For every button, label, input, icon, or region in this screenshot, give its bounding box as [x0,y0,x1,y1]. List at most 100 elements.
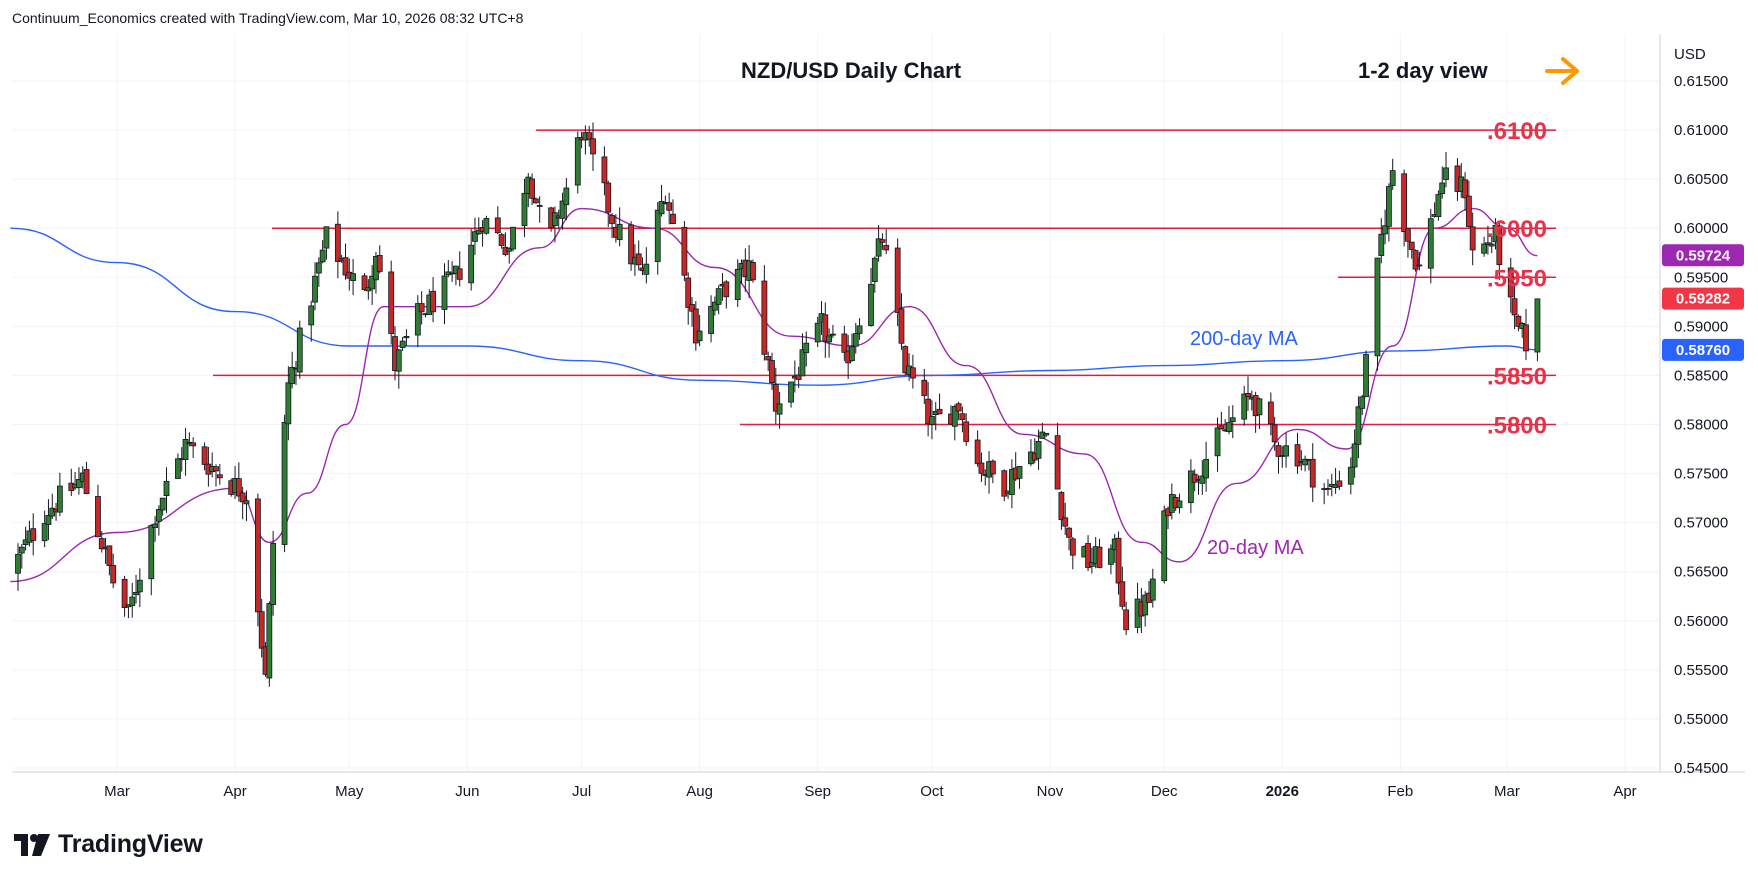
candle [1203,441,1210,492]
candle [1066,526,1072,551]
candle-body [1385,186,1392,227]
candle [323,226,330,260]
candle-body [1507,267,1514,298]
candle [1088,547,1095,574]
candle [1389,158,1396,190]
candle-body [894,247,901,313]
candle [1119,566,1126,610]
candle-body [670,213,676,225]
candle [1534,298,1541,362]
candle-body [814,322,821,343]
candle-body [750,262,756,281]
candle [1161,505,1168,584]
candle-body [312,275,318,303]
candle-body [871,257,878,282]
candle [883,229,890,255]
candle [750,259,756,283]
candle [666,192,673,225]
candle [494,206,501,235]
candle-body [270,542,277,606]
candle [658,184,665,217]
candle [769,352,775,390]
price-badge-text: 0.58760 [1676,342,1730,359]
candle [201,442,208,471]
candle-body [643,263,650,275]
price-badge-text: 0.59282 [1676,291,1730,308]
candle-body [929,415,935,425]
candle [1256,397,1263,430]
candle [929,400,935,440]
candle [121,575,128,617]
candle [1485,225,1491,255]
candle [822,302,829,358]
candle-body [395,349,402,372]
candle-body [1256,398,1263,416]
candle [898,293,905,350]
candle-body [254,498,261,613]
candle [315,257,322,287]
candle-body [788,381,794,403]
candle [456,251,463,287]
candle [510,226,516,252]
candle-body [1199,475,1206,484]
candle [1462,172,1468,211]
candle-body [213,466,219,472]
x-tick-label: Aug [686,783,713,800]
candle-body [418,303,425,313]
candle [711,296,718,316]
candle [1336,470,1343,491]
candle [1382,209,1388,245]
candle-body [1351,443,1358,468]
candle-body [323,226,330,249]
ma200-line [10,227,1538,386]
candle-body [182,439,189,460]
candle-body [334,223,341,262]
candle [1359,394,1366,415]
candle [1374,257,1381,371]
candle [30,513,37,556]
candle-body [1001,470,1008,497]
candle-body [1325,487,1331,490]
candle [921,369,928,404]
candle [1481,236,1488,257]
right-arrow-icon [1545,57,1579,85]
candle [849,333,855,362]
candle [1035,429,1042,470]
candle [430,277,436,323]
ma200-path [10,227,1538,386]
candle-body [18,546,25,554]
candle [856,318,863,340]
candle [586,125,593,147]
candle-body [441,275,448,310]
candle-body [152,523,158,528]
candle-body [951,406,958,427]
ma20-label: 20-day MA [1207,537,1304,559]
candle-body [1378,233,1385,256]
candle [376,245,383,274]
candle-body [1427,218,1434,269]
candle [902,345,909,376]
y-tick-label: 0.55000 [1674,711,1728,728]
candle [1008,459,1015,509]
candle-body [1123,609,1130,631]
level-label: .6000 [1487,216,1547,243]
candle-body [1412,250,1419,270]
candle [1507,257,1514,313]
candle [334,211,341,279]
candle-body [342,257,349,276]
candle-body [56,485,63,513]
candle [1515,314,1522,332]
candle-body [472,231,478,242]
candle-body [308,305,315,326]
candle-body [1481,243,1488,254]
candle-body [765,356,772,361]
candle-body [552,212,558,226]
candle [1214,417,1221,472]
tradingview-logo[interactable]: TradingView [14,830,203,859]
y-tick-label: 0.57500 [1674,466,1728,483]
candle [1488,235,1495,254]
y-tick-label: 0.58000 [1674,417,1728,434]
candle-body [1363,354,1369,398]
candle [826,328,833,358]
